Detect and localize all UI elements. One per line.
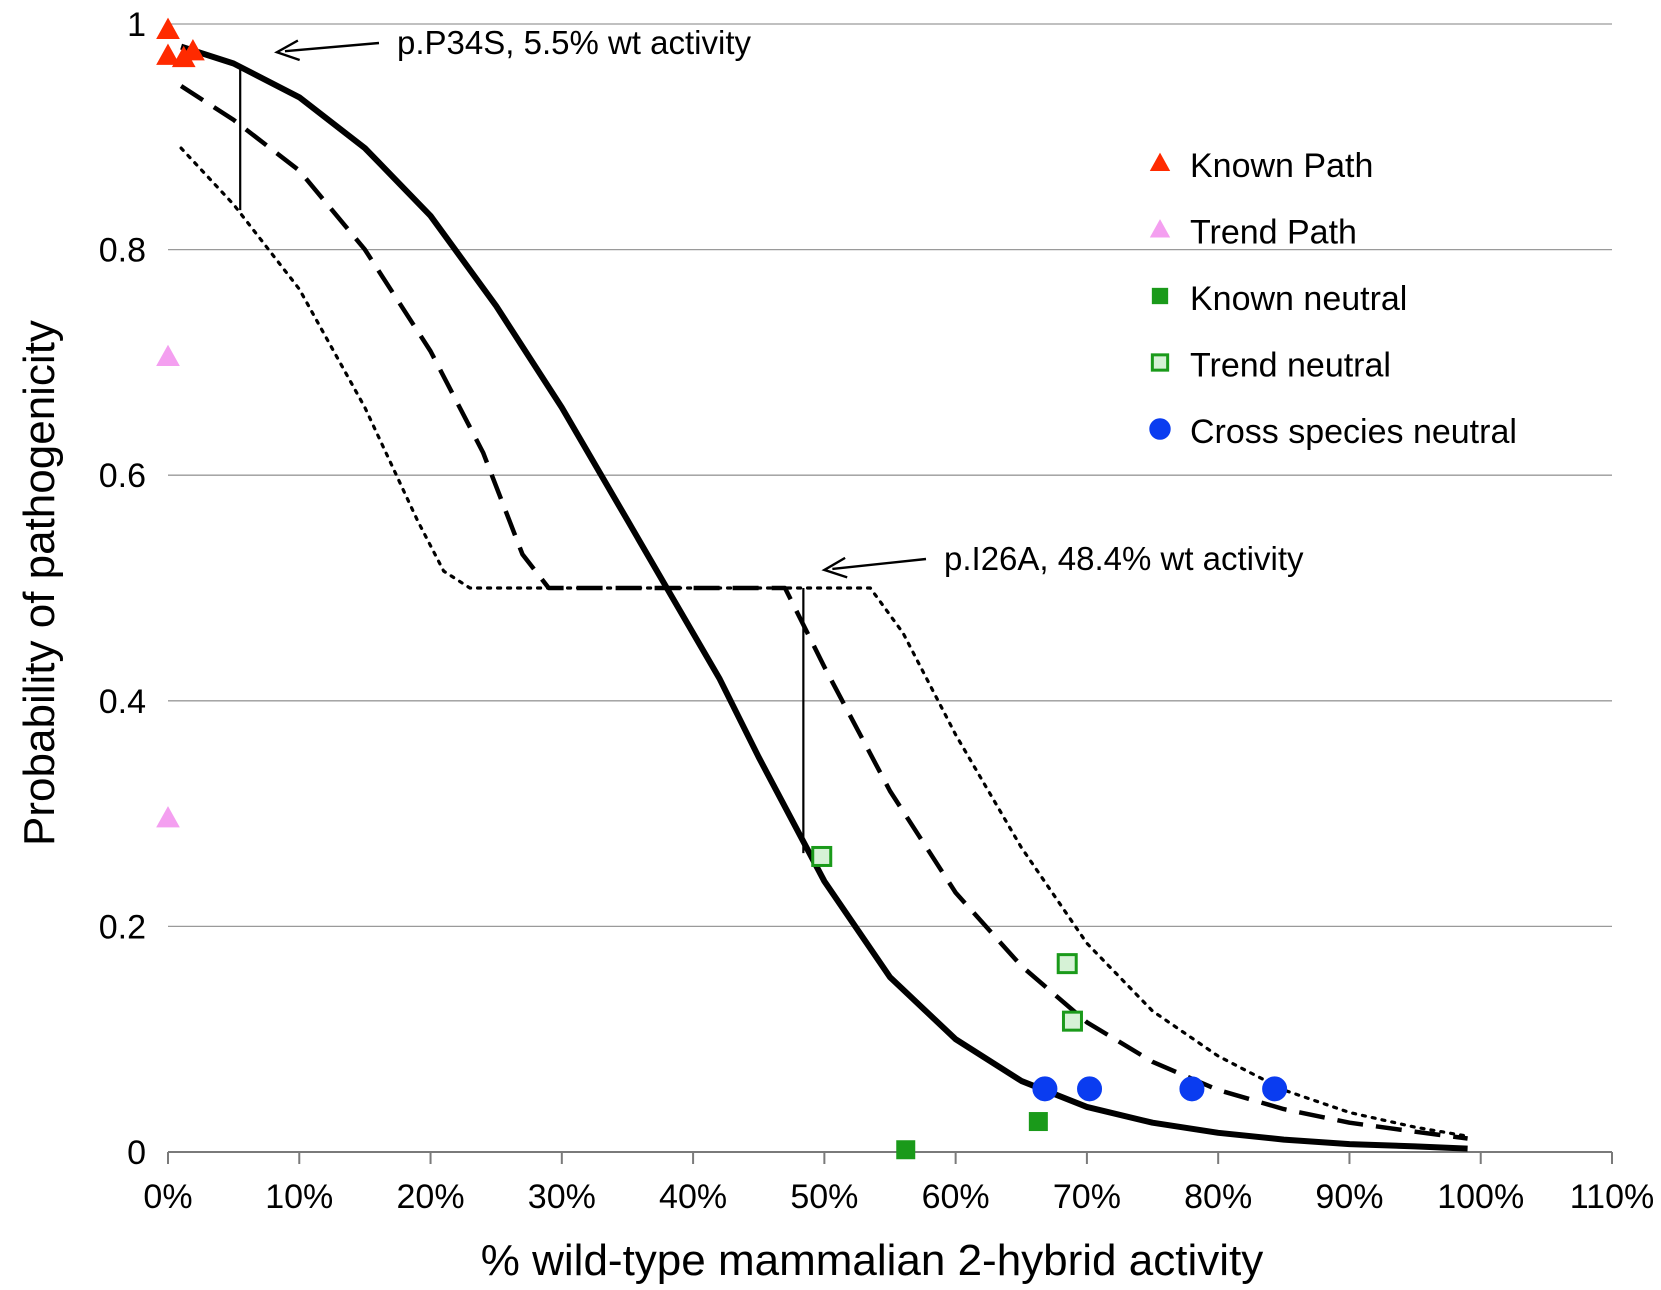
gridlines	[168, 23, 1612, 928]
cross-species-neutral-point	[1262, 1076, 1288, 1102]
axes	[167, 1151, 1613, 1164]
x-tick-label: 10%	[265, 1178, 333, 1216]
legend-label-known-path: Known Path	[1190, 147, 1373, 185]
legend-marker-cross-species-neutral	[1149, 418, 1171, 440]
annotation-arrow-head	[821, 556, 848, 579]
legend-marker-trend-path	[1149, 219, 1171, 238]
known-path-point	[156, 17, 180, 39]
trend-neutral-point	[811, 845, 833, 867]
legend-label-trend-neutral: Trend neutral	[1190, 347, 1391, 385]
y-tick-labels: 0 0.2 0.4 0.6 0.8 1	[99, 6, 146, 1172]
annotation-arrow-line	[284, 41, 380, 53]
cross-species-neutral-point	[1179, 1076, 1205, 1102]
legend-label-known-neutral: Known neutral	[1190, 280, 1407, 318]
y-tick-label: 0.2	[99, 908, 146, 946]
x-tick-label: 80%	[1184, 1178, 1252, 1216]
trend-path-point	[156, 344, 180, 367]
x-tick-labels: 0% 10% 20% 30% 40% 50% 60% 70% 80% 90% 100% 110%	[143, 1178, 1654, 1216]
x-tick-label: 90%	[1315, 1178, 1383, 1216]
legend-marker-trend-neutral	[1150, 353, 1170, 372]
trend-neutral-point	[1061, 1010, 1083, 1032]
y-tick-label: 0.8	[99, 232, 146, 270]
y-tick-label: 1	[127, 6, 146, 44]
cross-species-neutral-point	[1032, 1076, 1058, 1102]
legend-label-cross-species-neutral: Cross species neutral	[1190, 413, 1517, 451]
known-neutral-point	[1028, 1112, 1048, 1132]
y-tick-label: 0.4	[99, 683, 146, 721]
known-neutral-point	[896, 1140, 916, 1160]
x-tick-label: 70%	[1053, 1178, 1121, 1216]
y-tick-label: 0	[127, 1134, 146, 1172]
solid-curve	[180, 43, 1468, 1152]
x-axis-label: % wild-type mammalian 2-hybrid activity	[481, 1236, 1263, 1285]
x-tick-label: 50%	[790, 1178, 858, 1216]
y-tick-label: 0.6	[99, 457, 146, 495]
annotation-arrow-line	[832, 557, 927, 571]
x-tick-label: 60%	[922, 1178, 990, 1216]
x-tick-label: 100%	[1437, 1178, 1524, 1216]
dashed-curve	[179, 84, 1468, 1141]
annotation-label: p.I26A, 48.4% wt activity	[944, 540, 1304, 577]
annotation-label: p.P34S, 5.5% wt activity	[397, 24, 751, 61]
x-tick-label: 30%	[528, 1178, 596, 1216]
data-points	[156, 17, 1288, 1160]
known-path-point	[181, 39, 205, 61]
legend-marker-known-path	[1149, 152, 1171, 171]
curves	[179, 43, 1470, 1152]
x-tick-label: 0%	[143, 1178, 192, 1216]
vertical-markers	[239, 66, 805, 854]
y-axis-label: Probability of pathogenicity	[15, 320, 64, 846]
known-path-point	[156, 43, 180, 65]
annotations: p.P34S, 5.5% wt activity p.I26A, 48.4% wt…	[274, 24, 1304, 579]
cross-species-neutral-point	[1077, 1076, 1103, 1102]
legend: Known Path Trend Path Known neutral Trend n…	[1149, 147, 1517, 451]
x-tick-label: 110%	[1570, 1178, 1654, 1216]
x-tick-label: 20%	[397, 1178, 465, 1216]
trend-path-point	[156, 806, 180, 828]
legend-marker-known-neutral	[1151, 287, 1169, 305]
dotted-curve	[179, 146, 1470, 1138]
legend-label-trend-path: Trend Path	[1190, 214, 1357, 252]
x-tick-label: 40%	[659, 1178, 727, 1216]
trend-neutral-point	[1056, 953, 1078, 975]
annotation-arrow-head	[274, 39, 301, 62]
